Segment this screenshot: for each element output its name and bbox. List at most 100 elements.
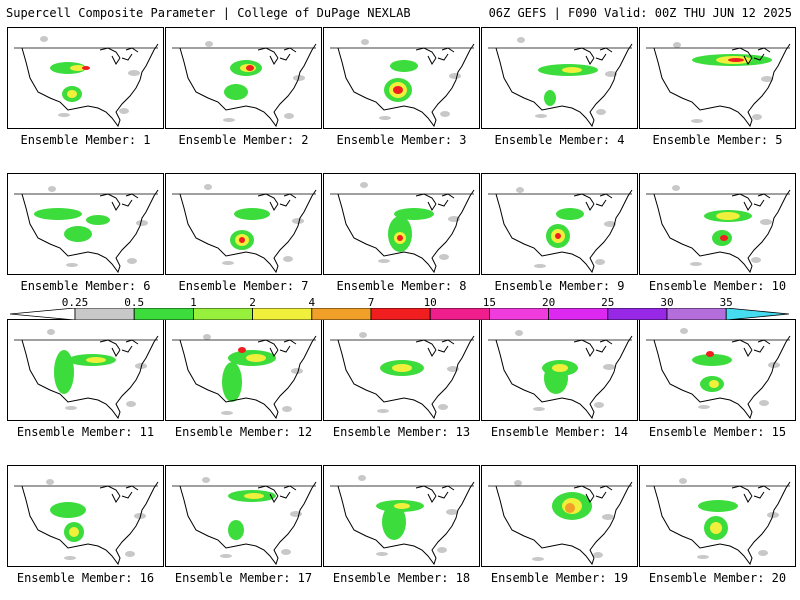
legend-swatch [370, 308, 431, 320]
scp-contour [446, 509, 458, 515]
map-canvas [488, 37, 633, 128]
scp-contour [64, 226, 92, 242]
member-label: Ensemble Member: 9 [494, 279, 625, 293]
scp-contour [555, 233, 561, 239]
map-canvas [172, 334, 317, 420]
scp-contour [358, 475, 366, 481]
scp-contour [58, 113, 70, 117]
scp-contour [70, 65, 86, 71]
scp-contour [69, 527, 79, 537]
legend-swatch [548, 308, 609, 320]
ensemble-panel: Ensemble Member: 6 [7, 173, 164, 296]
scp-contour [394, 208, 434, 220]
legend-swatch [488, 308, 549, 320]
coastline [179, 43, 317, 128]
scp-contour [534, 264, 546, 268]
great-lakes [731, 193, 771, 211]
scp-contour [359, 332, 367, 338]
coastline [179, 189, 317, 274]
scp-contour [593, 552, 603, 558]
map-canvas [330, 182, 475, 274]
ensemble-map [7, 319, 164, 421]
map-canvas [646, 185, 791, 274]
scp-contour [82, 66, 90, 70]
scp-contour [393, 86, 403, 94]
ensemble-panel: Ensemble Member: 16 [7, 465, 164, 588]
ensemble-panel: Ensemble Member: 12 [165, 319, 322, 442]
ensemble-map [165, 319, 322, 421]
ensemble-map [481, 319, 638, 421]
scp-contour [392, 364, 412, 372]
scp-contour [54, 350, 74, 394]
scp-contour [440, 111, 450, 117]
map-canvas [172, 477, 317, 566]
scp-contour [40, 36, 48, 42]
great-lakes [415, 339, 455, 357]
coastline [337, 43, 475, 128]
coastline [337, 189, 475, 274]
scp-contour [562, 67, 582, 73]
coastline [653, 481, 791, 566]
scp-contour [222, 261, 234, 265]
scp-contour [64, 556, 76, 560]
member-label: Ensemble Member: 2 [178, 133, 309, 147]
scp-contour [604, 221, 616, 227]
scp-contour [125, 551, 135, 557]
scp-contour [246, 354, 266, 362]
scp-contour [603, 364, 615, 370]
scp-contour [437, 547, 447, 553]
member-label: Ensemble Member: 6 [20, 279, 151, 293]
member-label: Ensemble Member: 15 [648, 425, 787, 439]
legend-swatch [74, 308, 135, 320]
great-lakes [99, 193, 139, 211]
great-lakes [731, 339, 771, 357]
scp-contour [65, 406, 77, 410]
legend-tick-label: 7 [367, 296, 375, 309]
coastline [337, 335, 475, 420]
member-label: Ensemble Member: 19 [490, 571, 629, 585]
scp-contour [751, 257, 761, 263]
great-lakes [573, 47, 613, 65]
legend-swatch [192, 308, 253, 320]
ensemble-panel: Ensemble Member: 14 [481, 319, 638, 442]
member-label: Ensemble Member: 17 [174, 571, 313, 585]
ensemble-panel: Ensemble Member: 10 [639, 173, 796, 296]
legend-swatch [607, 308, 668, 320]
ensemble-map [165, 27, 322, 129]
member-label: Ensemble Member: 4 [494, 133, 625, 147]
ensemble-panel: Ensemble Member: 7 [165, 173, 322, 296]
ensemble-panel: Ensemble Member: 11 [7, 319, 164, 442]
scp-contour [716, 212, 740, 220]
scp-contour [602, 514, 614, 520]
scp-contour [203, 334, 211, 340]
ensemble-map [165, 465, 322, 567]
scp-contour [284, 113, 294, 119]
scp-contour [47, 329, 55, 335]
scp-contour [672, 185, 680, 191]
legend-tick-label: 2 [249, 296, 256, 309]
scp-contour [679, 478, 687, 484]
ensemble-map [7, 27, 164, 129]
scp-contour [34, 208, 82, 220]
legend-tick-label: 20 [541, 296, 556, 309]
map-canvas [172, 184, 317, 274]
scp-contour [360, 182, 368, 188]
scp-contour [292, 218, 304, 224]
scp-contour [605, 71, 617, 77]
scp-contour [290, 511, 302, 517]
ensemble-panel: Ensemble Member: 19 [481, 465, 638, 588]
scp-contour [761, 76, 773, 82]
scp-contour [449, 73, 461, 79]
scp-contour [759, 400, 769, 406]
map-canvas [488, 480, 633, 566]
great-lakes [573, 193, 613, 211]
scp-contour [382, 504, 406, 540]
legend-arrow-left [10, 308, 76, 320]
scp-contour [223, 118, 235, 122]
ensemble-panel: Ensemble Member: 1 [7, 27, 164, 150]
scp-contour [692, 354, 732, 366]
scp-contour [710, 522, 722, 534]
scp-contour [86, 357, 106, 363]
scp-contour [283, 256, 293, 262]
scp-contour [397, 235, 403, 241]
